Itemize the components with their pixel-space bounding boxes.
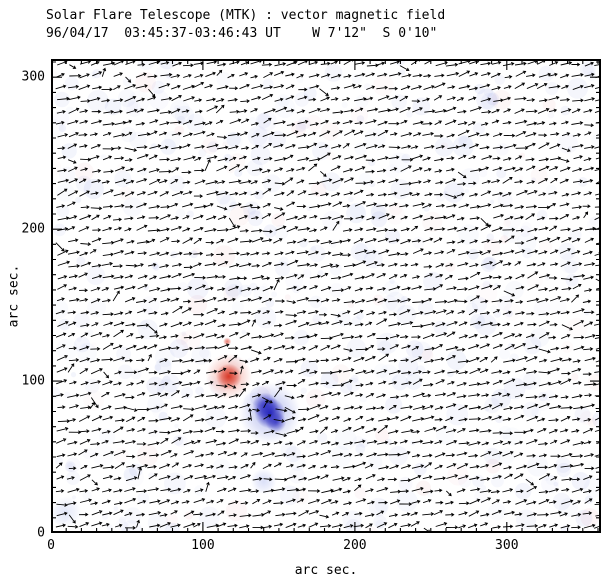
y-tick-label: 0 bbox=[37, 525, 45, 541]
y-tick-label: 200 bbox=[21, 221, 45, 237]
background-noise-layer bbox=[51, 59, 601, 533]
y-tick-label: 100 bbox=[21, 373, 45, 389]
x-tick-label: 0 bbox=[47, 538, 55, 553]
plot-frame bbox=[51, 59, 601, 533]
vector-arrows bbox=[55, 59, 601, 533]
axis-ticks bbox=[51, 59, 601, 533]
plot-title: Solar Flare Telescope (MTK) : vector mag… bbox=[46, 8, 446, 23]
faint-negative-patch2 bbox=[51, 496, 82, 528]
x-axis-label: arc sec. bbox=[294, 563, 358, 578]
x-tick-label: 100 bbox=[191, 538, 215, 553]
plot-subtitle: 96/04/17 03:45:37-03:46:43 UT W 7'12" S … bbox=[46, 26, 438, 41]
plot-area bbox=[51, 59, 601, 533]
y-axis-label: arc sec. bbox=[6, 264, 22, 328]
faint-negative-patch bbox=[250, 468, 277, 495]
vector-field-plot bbox=[51, 59, 601, 533]
small-positive-speck bbox=[223, 337, 232, 346]
x-tick-label: 200 bbox=[343, 538, 367, 553]
y-tick-label: 300 bbox=[21, 69, 45, 85]
x-tick-label: 300 bbox=[495, 538, 519, 553]
